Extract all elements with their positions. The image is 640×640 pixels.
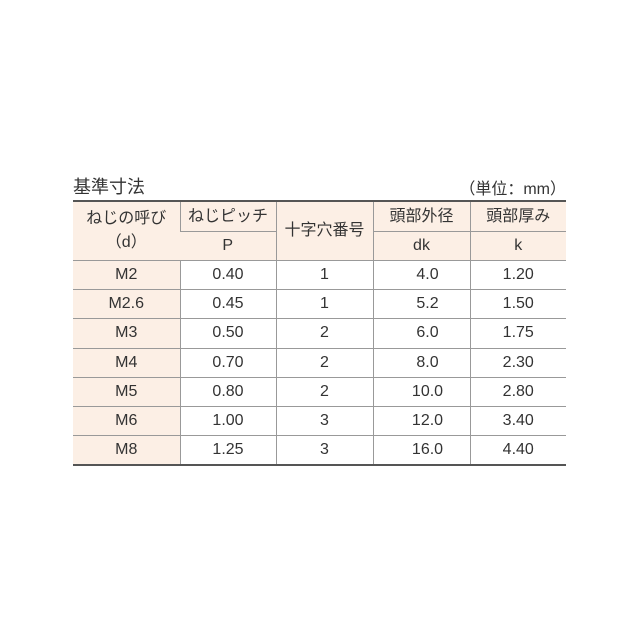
cell-cross-recess: 3 — [275, 435, 373, 466]
cell-head-height: 2.30 — [469, 348, 566, 378]
cell-size: M4 — [73, 348, 180, 378]
cell-pitch: 0.50 — [179, 318, 276, 349]
cell-pitch: 0.40 — [179, 260, 276, 291]
cell-size: M5 — [73, 377, 180, 407]
header-dk-name: 頭部外径 — [372, 201, 470, 232]
cell-size: M3 — [73, 318, 180, 349]
table-row: M3 0.50 2 6.0 1.75 — [73, 318, 566, 349]
table-row: M5 0.80 2 10.0 2.80 — [73, 377, 566, 407]
header-p-name: ねじピッチ — [179, 201, 276, 232]
header-d-symbol: （d） — [105, 234, 147, 251]
cell-head-diameter: 12.0 — [372, 406, 470, 437]
cell-head-height: 1.75 — [469, 318, 566, 349]
cell-pitch: 0.70 — [179, 348, 276, 378]
header-p-symbol: P — [180, 231, 276, 261]
cell-pitch: 0.80 — [179, 377, 276, 407]
cell-head-height: 1.50 — [469, 289, 566, 320]
header-symbol-row: P dk k — [73, 231, 566, 261]
cell-head-height: 3.40 — [469, 406, 566, 437]
cell-size: M2 — [73, 260, 180, 291]
cell-cross-recess: 3 — [275, 406, 373, 437]
table-row: M6 1.00 3 12.0 3.40 — [73, 406, 566, 437]
table-row: M2 0.40 1 4.0 1.20 — [73, 260, 566, 291]
cell-head-diameter: 16.0 — [372, 435, 470, 466]
cell-size: M8 — [73, 435, 180, 466]
header-row: ねじの呼び （d） ねじピッチ 十字穴番号 頭部外径 頭部厚み — [73, 201, 566, 261]
cell-head-diameter: 6.0 — [372, 318, 470, 349]
dimension-table: ねじの呼び （d） ねじピッチ 十字穴番号 頭部外径 頭部厚み P dk k M… — [73, 200, 566, 467]
cell-cross-recess: 2 — [275, 318, 373, 349]
header-d: ねじの呼び （d） — [73, 201, 180, 261]
cell-cross-recess: 2 — [275, 348, 373, 378]
cell-pitch: 1.25 — [179, 435, 276, 466]
header-k-symbol: k — [469, 231, 566, 261]
table-title: 基準寸法 — [73, 177, 145, 197]
cell-head-diameter: 4.0 — [372, 260, 470, 291]
cell-head-height: 4.40 — [469, 435, 566, 466]
cell-head-diameter: 5.2 — [372, 289, 470, 320]
cell-size: M2.6 — [73, 289, 180, 320]
header-k-name: 頭部厚み — [469, 201, 566, 232]
cell-head-height: 2.80 — [469, 377, 566, 407]
cell-pitch: 1.00 — [179, 406, 276, 437]
cell-cross-recess: 2 — [275, 377, 373, 407]
table-row: M4 0.70 2 8.0 2.30 — [73, 348, 566, 378]
header-dk-symbol: dk — [372, 231, 470, 261]
table-row: M8 1.25 3 16.0 4.40 — [73, 435, 566, 466]
cell-head-diameter: 10.0 — [372, 377, 470, 407]
header-cross: 十字穴番号 — [275, 201, 373, 261]
cell-cross-recess: 1 — [275, 260, 373, 291]
header-d-name: ねじの呼び — [86, 210, 167, 227]
cell-head-height: 1.20 — [469, 260, 566, 291]
table-row: M2.6 0.45 1 5.2 1.50 — [73, 289, 566, 320]
unit-label: （単位：mm） — [459, 181, 566, 198]
cell-cross-recess: 1 — [275, 289, 373, 320]
cell-head-diameter: 8.0 — [372, 348, 470, 378]
cell-size: M6 — [73, 406, 180, 437]
cell-pitch: 0.45 — [179, 289, 276, 320]
